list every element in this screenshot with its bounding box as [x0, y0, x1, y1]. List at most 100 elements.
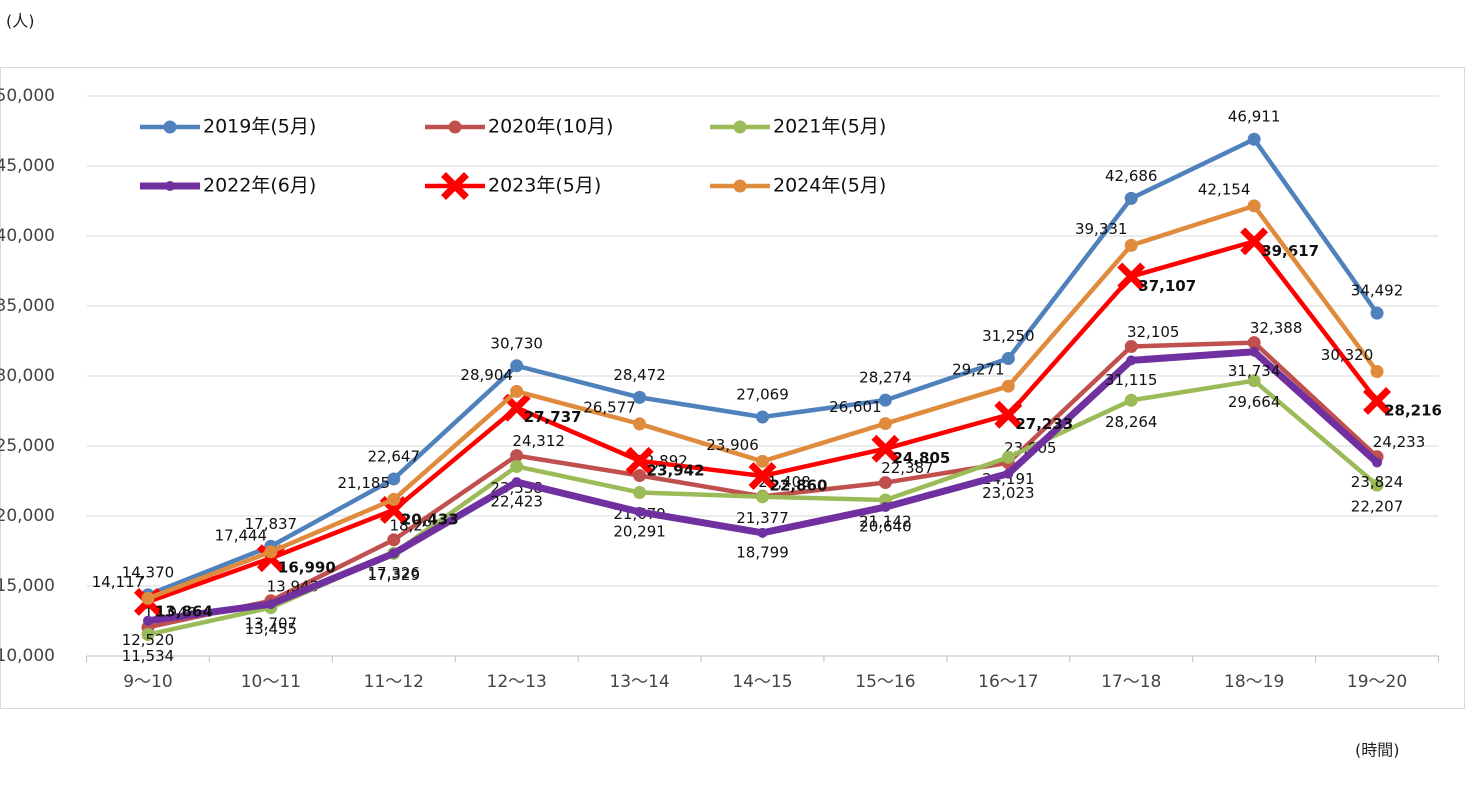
marker — [1247, 132, 1261, 146]
data-label: 27,233 — [1015, 415, 1073, 433]
marker — [1003, 468, 1014, 479]
marker — [1370, 365, 1384, 379]
marker — [387, 472, 401, 486]
data-label: 21,142 — [859, 513, 912, 531]
y-tick-label: 35,000 — [0, 296, 55, 316]
y-tick-label: 40,000 — [0, 226, 55, 246]
marker — [1247, 336, 1261, 350]
marker — [264, 545, 278, 559]
data-label: 26,601 — [829, 398, 882, 416]
data-label: 23,942 — [647, 461, 705, 479]
marker — [633, 390, 647, 404]
data-label: 12,520 — [122, 631, 175, 649]
y-tick-label: 25,000 — [0, 436, 55, 456]
data-label: 23,824 — [1351, 473, 1404, 491]
x-unit: (時間) — [1355, 741, 1400, 760]
data-label: 26,577 — [583, 398, 636, 416]
legend-marker — [733, 120, 747, 134]
data-label: 17,444 — [215, 526, 268, 544]
data-label: 22,647 — [368, 447, 421, 465]
data-label: 27,737 — [524, 408, 582, 426]
data-label: 24,312 — [512, 432, 565, 450]
data-label: 29,664 — [1228, 393, 1281, 411]
data-label: 22,423 — [490, 493, 543, 511]
marker — [265, 599, 276, 610]
data-label: 14,370 — [122, 563, 175, 581]
data-label: 20,640 — [859, 518, 912, 536]
y-tick-label: 20,000 — [0, 506, 55, 526]
data-label: 21,185 — [338, 474, 391, 492]
marker — [1001, 352, 1015, 365]
data-label: 22,860 — [770, 476, 828, 494]
data-label: 31,734 — [1228, 362, 1281, 380]
data-label: 32,105 — [1127, 323, 1180, 341]
legend-marker — [448, 120, 462, 134]
marker — [756, 410, 769, 424]
data-label: 28,904 — [460, 366, 513, 384]
data-label: 21,377 — [736, 509, 789, 527]
x-tick-label: 12〜13 — [487, 672, 547, 692]
data-label: 17,329 — [368, 566, 421, 584]
marker — [634, 506, 645, 517]
legend-marker — [733, 179, 747, 193]
data-label: 13,864 — [155, 602, 213, 620]
y-tick-label: 30,000 — [0, 366, 55, 386]
data-label: 20,291 — [613, 522, 666, 540]
marker — [757, 527, 768, 538]
legend-label: 2023年(5月) — [488, 175, 601, 197]
legend-label: 2022年(6月) — [203, 175, 316, 197]
marker — [1126, 355, 1137, 366]
data-label: 28,216 — [1384, 401, 1442, 419]
marker — [1249, 346, 1260, 357]
y-tick-label: 50,000 — [0, 86, 55, 106]
data-label: 34,492 — [1351, 282, 1404, 300]
marker — [1001, 379, 1015, 393]
x-tick-label: 19〜20 — [1347, 672, 1407, 692]
marker — [510, 449, 524, 463]
marker — [878, 393, 892, 407]
marker — [871, 434, 900, 463]
x-tick-label: 13〜14 — [609, 672, 669, 692]
legend-marker — [441, 172, 469, 200]
data-label: 23,906 — [706, 436, 759, 454]
legend-label: 2020年(10月) — [488, 116, 613, 138]
marker — [1124, 238, 1138, 252]
data-label: 37,107 — [1138, 277, 1196, 295]
x-tick-label: 11〜12 — [364, 672, 424, 692]
legend-label: 2021年(5月) — [773, 116, 886, 138]
data-label: 11,534 — [122, 647, 175, 665]
marker — [756, 454, 769, 468]
data-label: 42,154 — [1198, 180, 1251, 198]
x-tick-label: 18〜19 — [1224, 672, 1284, 692]
legend-label: 2019年(5月) — [203, 116, 316, 138]
marker — [633, 417, 647, 431]
x-tick-label: 16〜17 — [978, 672, 1038, 692]
data-label: 24,233 — [1373, 433, 1426, 451]
data-label: 42,686 — [1105, 167, 1158, 185]
marker — [511, 477, 522, 488]
marker — [994, 400, 1023, 429]
data-label: 30,730 — [490, 334, 543, 352]
marker — [756, 490, 769, 504]
data-label: 20,433 — [401, 510, 459, 528]
data-label: 30,320 — [1321, 346, 1374, 364]
marker — [387, 533, 401, 547]
data-label: 22,387 — [881, 459, 934, 477]
marker — [142, 615, 153, 626]
marker — [387, 492, 401, 506]
marker — [880, 502, 891, 513]
marker — [1124, 340, 1138, 354]
data-label: 17,326 — [368, 564, 421, 582]
data-label: 18,799 — [736, 543, 789, 561]
data-label: 39,331 — [1075, 220, 1128, 238]
marker — [510, 359, 524, 373]
data-label: 29,271 — [952, 361, 1005, 379]
marker — [878, 417, 892, 431]
data-label: 13,707 — [245, 615, 298, 633]
series: 12,04613,94318,29924,31222,89221,40822,3… — [141, 319, 1425, 634]
data-label: 28,264 — [1105, 413, 1158, 431]
series: 13,864 16,990 20,433 27,737 23,942 22,860 24,8… — [134, 227, 1442, 620]
data-label: 22,207 — [1351, 498, 1404, 516]
marker — [748, 462, 777, 490]
